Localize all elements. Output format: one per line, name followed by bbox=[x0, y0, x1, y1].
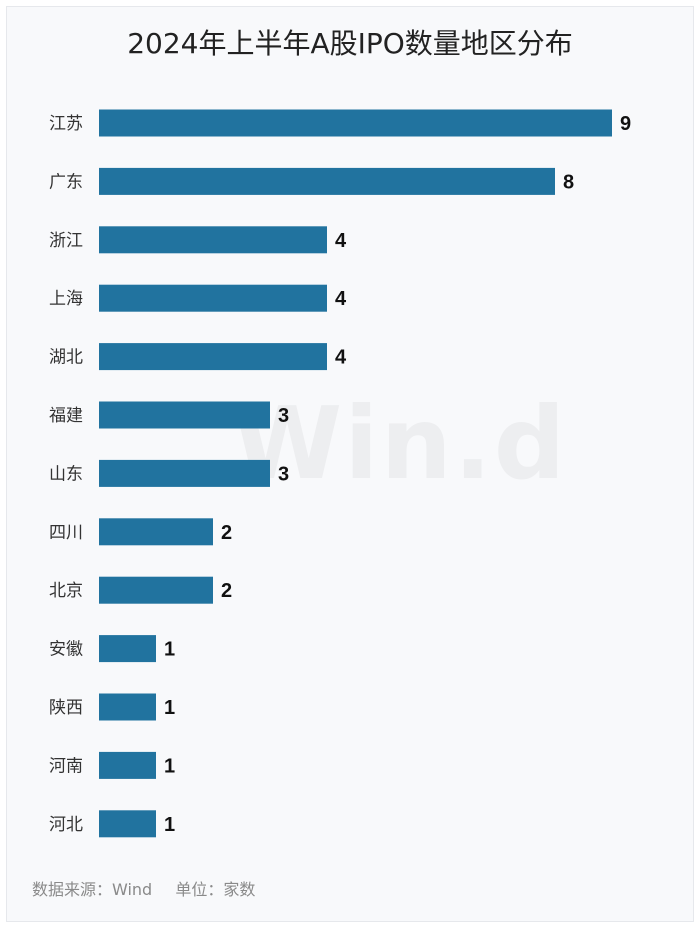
category-label: 河北 bbox=[49, 815, 83, 835]
category-label: 湖北 bbox=[49, 348, 83, 368]
value-label: 9 bbox=[620, 113, 631, 135]
category-label: 安徽 bbox=[49, 640, 83, 660]
value-label: 4 bbox=[335, 288, 347, 310]
bar-9 bbox=[99, 635, 156, 663]
value-label: 4 bbox=[335, 347, 347, 369]
category-label: 山东 bbox=[49, 464, 83, 484]
category-label: 四川 bbox=[49, 523, 83, 543]
value-label: 8 bbox=[563, 171, 574, 193]
category-label: 浙江 bbox=[49, 231, 83, 251]
bar-11 bbox=[99, 751, 156, 779]
bar-12 bbox=[99, 810, 156, 838]
unit-note: 单位：家数 bbox=[175, 880, 256, 899]
category-label: 广东 bbox=[49, 172, 83, 192]
chart-title: 2024年上半年A股IPO数量地区分布 bbox=[127, 27, 573, 60]
value-label: 3 bbox=[278, 405, 289, 427]
bar-7 bbox=[99, 518, 213, 546]
value-label: 3 bbox=[278, 463, 289, 485]
bar-2 bbox=[99, 226, 327, 254]
value-label: 2 bbox=[221, 522, 232, 544]
bar-4 bbox=[99, 343, 327, 371]
value-label: 4 bbox=[335, 230, 347, 252]
bar-1 bbox=[99, 167, 555, 195]
bar-0 bbox=[99, 109, 612, 137]
category-label: 陕西 bbox=[49, 698, 83, 718]
category-label: 北京 bbox=[49, 581, 83, 601]
value-label: 1 bbox=[164, 755, 175, 777]
data-source-note: 数据来源：Wind bbox=[32, 880, 153, 899]
value-label: 2 bbox=[221, 580, 232, 602]
category-label: 江苏 bbox=[49, 114, 83, 134]
bar-10 bbox=[99, 693, 156, 721]
value-label: 1 bbox=[164, 697, 175, 719]
footer: 数据来源：Wind 单位：家数 bbox=[32, 876, 273, 900]
value-label: 1 bbox=[164, 639, 175, 661]
bar-6 bbox=[99, 459, 270, 487]
bar-8 bbox=[99, 576, 213, 604]
category-label: 河南 bbox=[49, 756, 83, 776]
category-label: 上海 bbox=[49, 289, 83, 309]
watermark: Win.d bbox=[232, 385, 567, 502]
value-label: 1 bbox=[164, 814, 175, 836]
bar-5 bbox=[99, 401, 270, 429]
bar-3 bbox=[99, 284, 327, 312]
category-label: 福建 bbox=[49, 406, 83, 426]
